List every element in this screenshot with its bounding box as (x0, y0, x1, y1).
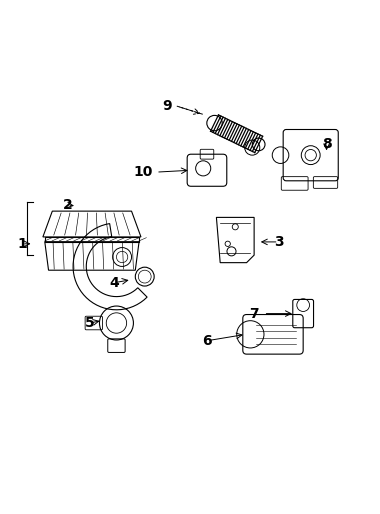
Text: 10: 10 (133, 165, 152, 179)
Text: 5: 5 (85, 316, 95, 330)
Text: 4: 4 (110, 276, 119, 290)
Text: 3: 3 (274, 235, 283, 249)
Text: 7: 7 (249, 306, 259, 321)
Text: 8: 8 (322, 137, 331, 151)
Text: 9: 9 (163, 99, 172, 113)
Text: 1: 1 (17, 237, 27, 251)
Text: 6: 6 (202, 334, 212, 348)
Text: 2: 2 (63, 198, 72, 212)
